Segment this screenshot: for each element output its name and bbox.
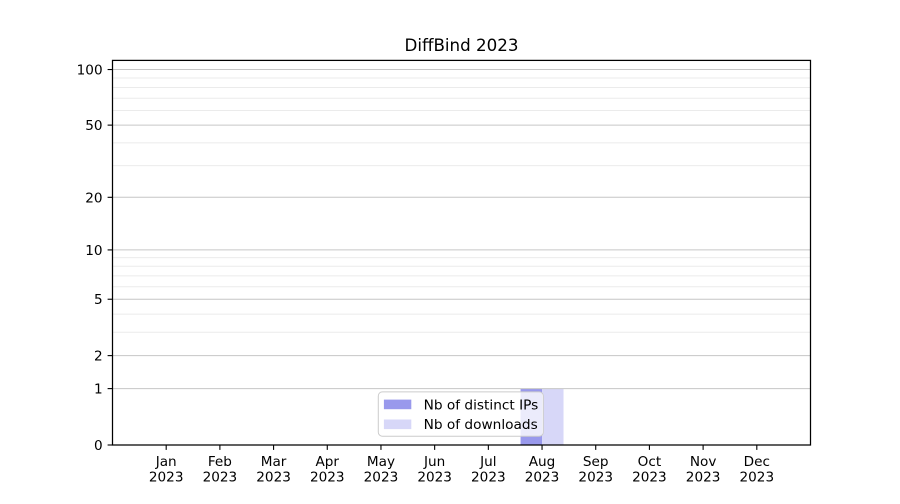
y-tick-label-2: 2 xyxy=(94,349,103,365)
y-tick-label-0: 0 xyxy=(94,438,103,454)
x-tick-label-month: Jul xyxy=(479,454,496,470)
x-tick-label-year: 2023 xyxy=(740,469,775,485)
x-tick-label-month: Jan xyxy=(155,454,177,470)
x-tick-label-oct: Oct 2023 xyxy=(632,454,667,486)
x-tick-label-month: Oct xyxy=(638,454,662,470)
y-tick-label-20: 20 xyxy=(85,190,102,206)
plot-frame xyxy=(111,59,812,446)
y-tick-label-5: 5 xyxy=(94,292,103,308)
x-tick-label-mar: Mar 2023 xyxy=(256,454,291,486)
y-tick-label-50: 50 xyxy=(85,118,102,134)
y-tick-label-100: 100 xyxy=(77,62,103,78)
x-tick-label-apr: Apr 2023 xyxy=(310,454,345,486)
x-tick-label-feb: Feb 2023 xyxy=(203,454,238,486)
legend-label-distinct-ips: Nb of distinct IPs xyxy=(424,397,539,413)
x-tick-label-jan: Jan 2023 xyxy=(149,454,184,486)
x-tick-label-month: Mar xyxy=(261,454,287,470)
x-tick-label-year: 2023 xyxy=(686,469,721,485)
x-tick-label-month: May xyxy=(367,454,395,470)
x-tick-label-month: Aug xyxy=(529,454,556,470)
grid-layer xyxy=(112,69,811,390)
legend-frame xyxy=(377,391,544,437)
x-tick-label-year: 2023 xyxy=(632,469,667,485)
x-tick-label-month: Jun xyxy=(423,454,445,470)
bar-aug-series1 xyxy=(542,388,564,445)
x-tick-label-year: 2023 xyxy=(417,469,452,485)
x-tick-label-year: 2023 xyxy=(364,469,399,485)
x-tick-label-dec: Dec 2023 xyxy=(740,454,775,486)
x-tick-label-month: Nov xyxy=(690,454,717,470)
legend-swatch-downloads xyxy=(383,419,412,430)
y-tick-label-1: 1 xyxy=(94,382,103,398)
x-tick-label-year: 2023 xyxy=(203,469,238,485)
x-tick-label-year: 2023 xyxy=(471,469,506,485)
x-tick-label-year: 2023 xyxy=(578,469,613,485)
x-tick-label-sep: Sep 2023 xyxy=(578,454,613,486)
x-tick-label-year: 2023 xyxy=(149,469,184,485)
x-tick-label-aug: Aug 2023 xyxy=(525,454,560,486)
y-tick-label-10: 10 xyxy=(85,243,102,259)
x-tick-label-nov: Nov 2023 xyxy=(686,454,721,486)
x-tick-label-year: 2023 xyxy=(256,469,291,485)
chart-title: DiffBind 2023 xyxy=(404,35,518,55)
legend-swatch-distinct-ips xyxy=(383,399,412,410)
x-tick-label-month: Apr xyxy=(316,454,340,470)
x-tick-label-jul: Jul 2023 xyxy=(471,454,506,486)
legend: Nb of distinct IPs Nb of downloads xyxy=(377,391,544,437)
x-tick-label-month: Sep xyxy=(583,454,609,470)
x-tick-label-month: Dec xyxy=(744,454,770,470)
x-tick-label-year: 2023 xyxy=(525,469,560,485)
x-tick-label-may: May 2023 xyxy=(364,454,399,486)
legend-label-downloads: Nb of downloads xyxy=(424,417,538,433)
x-tick-label-year: 2023 xyxy=(310,469,345,485)
x-tick-label-month: Feb xyxy=(208,454,232,470)
x-tick-label-jun: Jun 2023 xyxy=(417,454,452,486)
